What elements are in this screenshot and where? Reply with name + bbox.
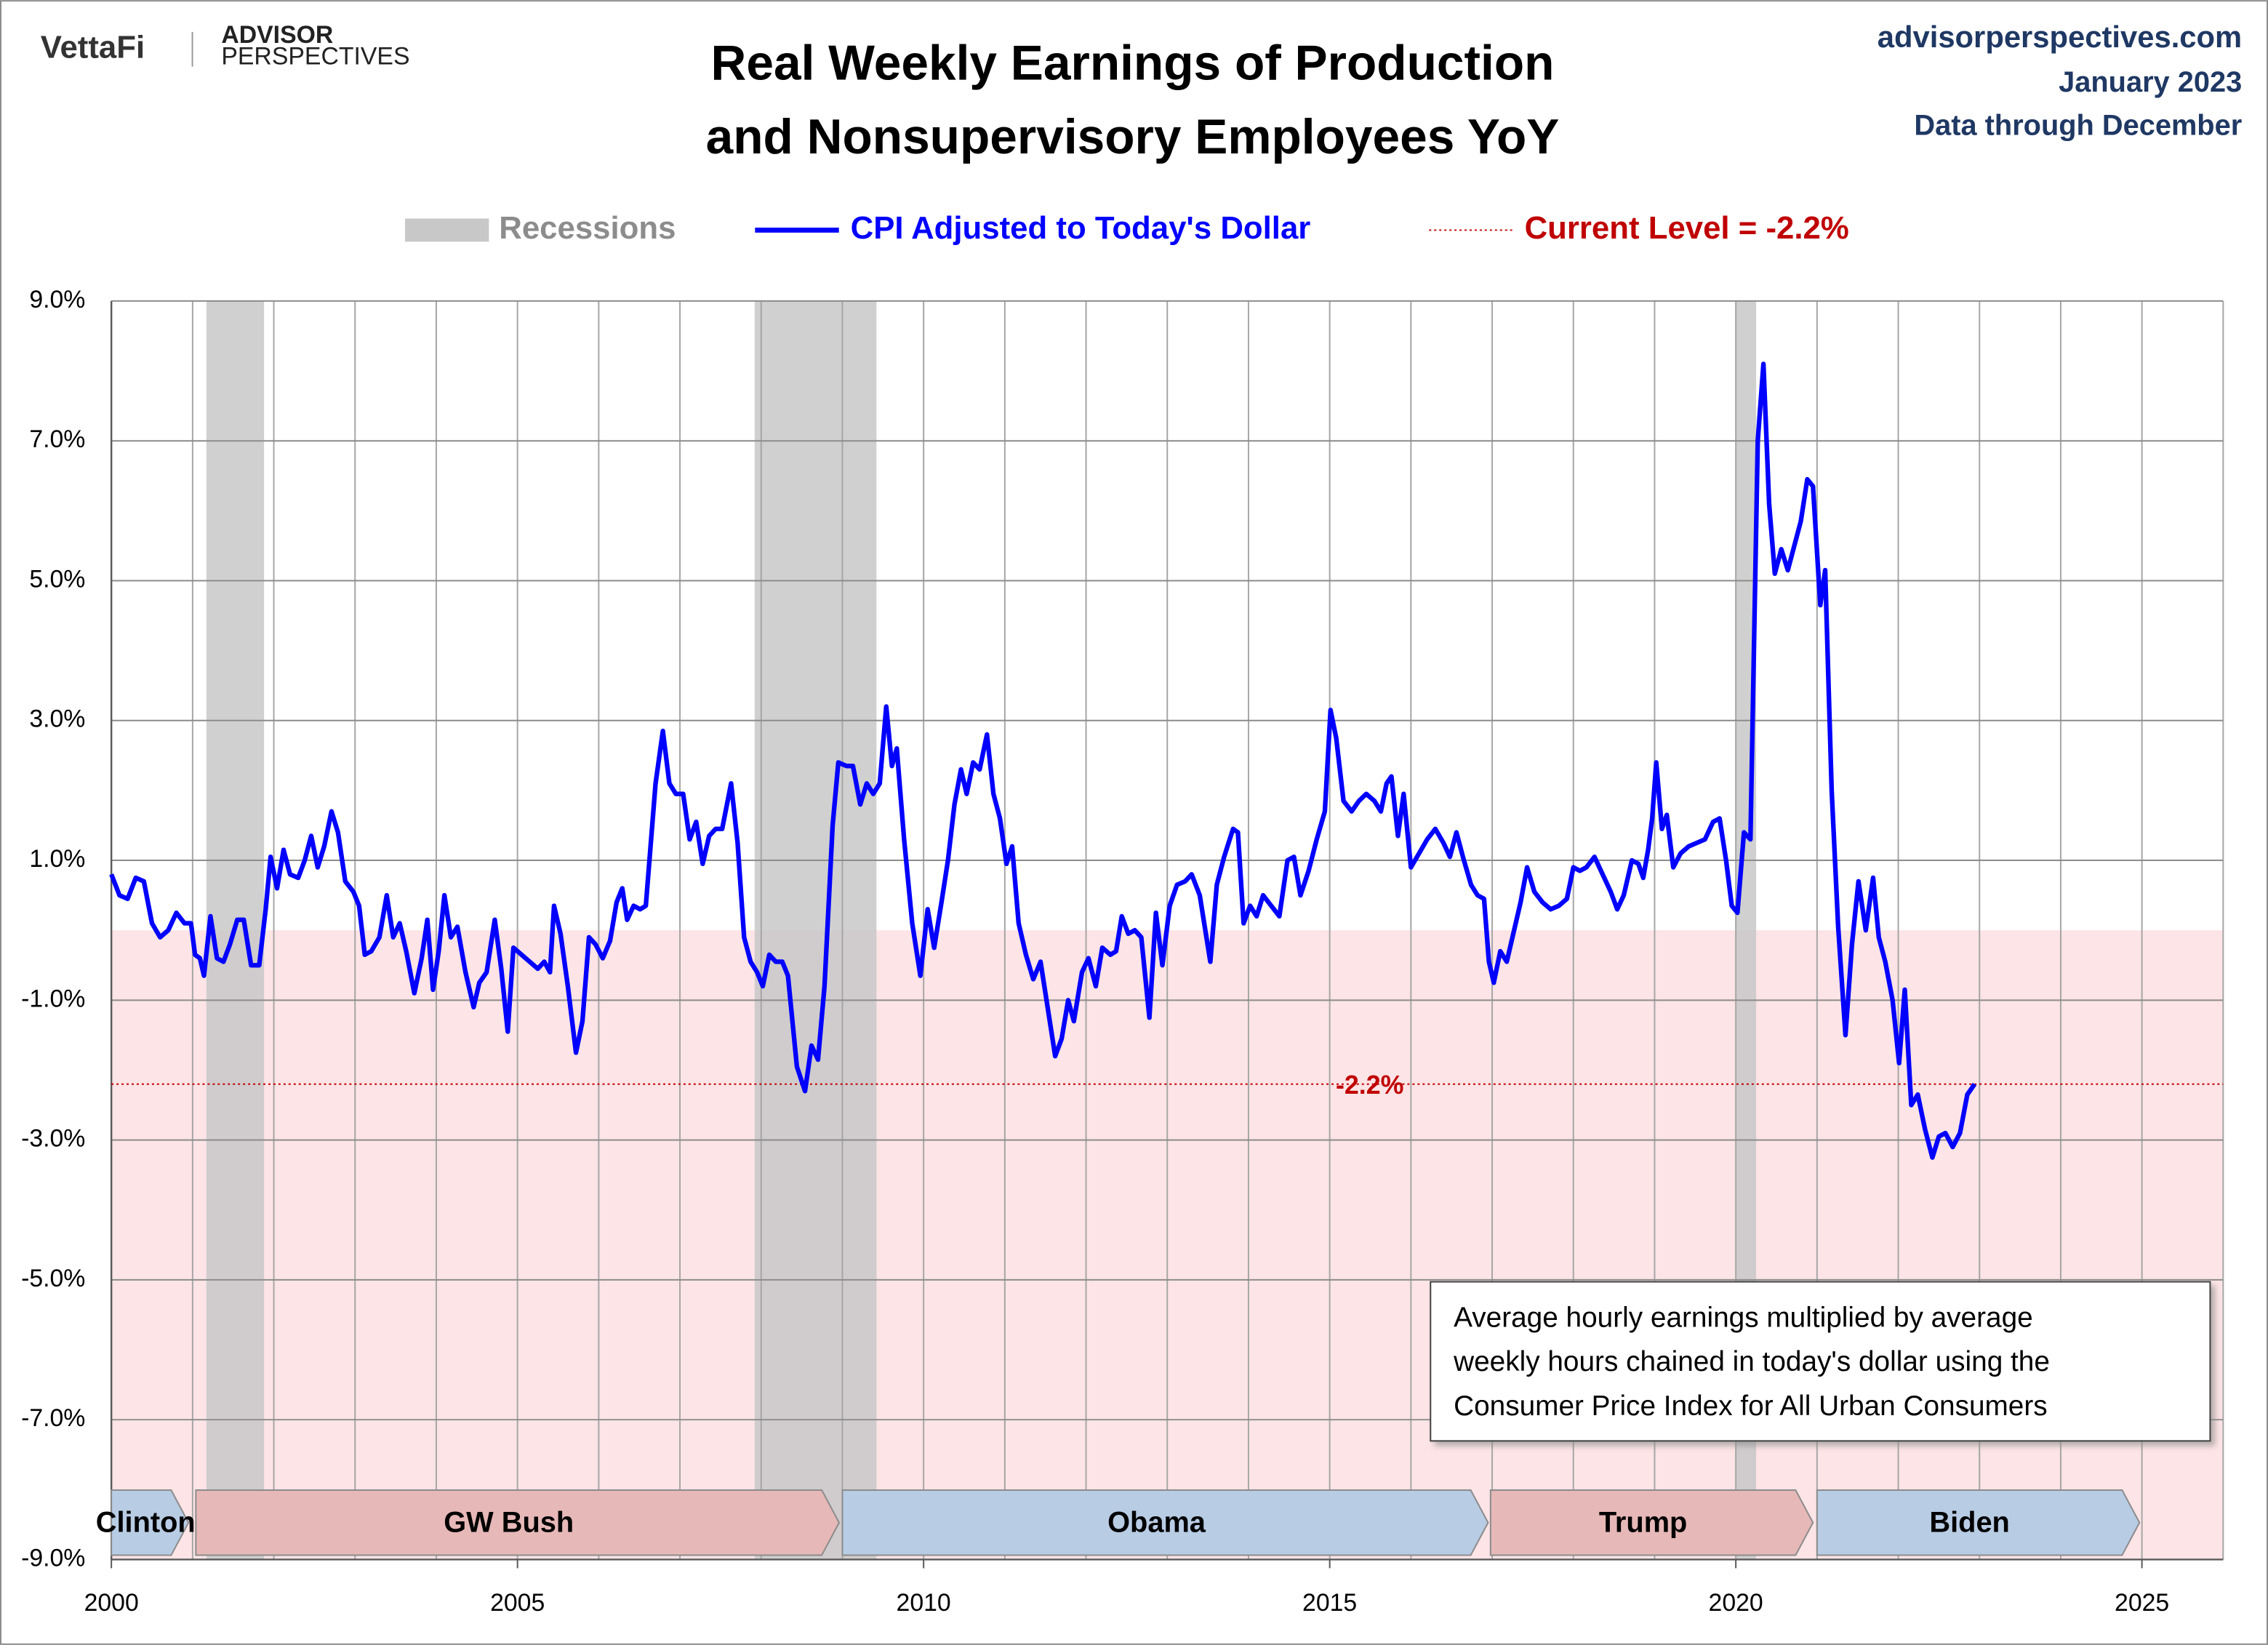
source: advisorperspectives.com <box>1878 20 2242 54</box>
x-tick-label: 2010 <box>897 1589 951 1617</box>
source: Data through December <box>1914 110 2242 142</box>
y-tick-label: -3.0% <box>21 1125 85 1153</box>
current-level-label: -2.2% <box>1336 1070 1404 1100</box>
brand: ADVISOR <box>221 21 333 49</box>
president-term <box>111 1489 190 1556</box>
x-tick-label: 2000 <box>84 1589 139 1617</box>
president-label: Clinton <box>96 1506 196 1538</box>
source: January 2023 <box>2059 66 2242 98</box>
president-label: Obama <box>1107 1506 1206 1538</box>
y-tick-label: 3.0% <box>29 705 85 733</box>
president-term <box>195 1489 841 1556</box>
y-tick-label: 5.0% <box>29 565 85 593</box>
legend-label: Current Level = -2.2% <box>1525 210 1849 246</box>
y-tick-label: -9.0% <box>21 1544 85 1572</box>
note-text: weekly hours chained in today's dollar u… <box>1453 1346 2050 1377</box>
y-tick-label: -5.0% <box>21 1265 85 1292</box>
chart-title: and Nonsupervisory Employees YoY <box>706 110 1560 164</box>
note-box <box>1430 1281 2211 1442</box>
y-tick-label: -7.0% <box>21 1404 85 1432</box>
legend-label: CPI Adjusted to Today's Dollar <box>851 210 1311 246</box>
recession-band <box>754 300 877 1560</box>
x-tick-label: 2025 <box>2115 1589 2169 1617</box>
y-tick-label: 1.0% <box>29 845 85 873</box>
y-tick-label: -1.0% <box>21 985 85 1012</box>
chart-title: Real Weekly Earnings of Production <box>711 36 1555 91</box>
president-term <box>1489 1489 1814 1556</box>
legend-swatch <box>404 218 489 242</box>
president-label: Trump <box>1599 1506 1688 1538</box>
brand: PERSPECTIVES <box>221 43 409 71</box>
y-tick-label: 7.0% <box>29 425 85 453</box>
series-line <box>109 361 1977 1160</box>
x-tick-label: 2015 <box>1302 1589 1357 1617</box>
x-tick-label: 2020 <box>1709 1589 1763 1617</box>
note-text: Consumer Price Index for All Urban Consu… <box>1454 1390 2048 1422</box>
president-term <box>841 1489 1489 1556</box>
note-text: Average hourly earnings multiplied by av… <box>1454 1302 2033 1334</box>
president-label: Biden <box>1929 1506 2009 1538</box>
president-label: GW Bush <box>444 1506 574 1538</box>
logo: VettaFi <box>41 29 145 65</box>
president-term <box>1816 1489 2141 1556</box>
x-tick-label: 2005 <box>490 1589 545 1617</box>
y-tick-label: 9.0% <box>29 286 85 313</box>
legend-label: Recessions <box>499 210 676 246</box>
